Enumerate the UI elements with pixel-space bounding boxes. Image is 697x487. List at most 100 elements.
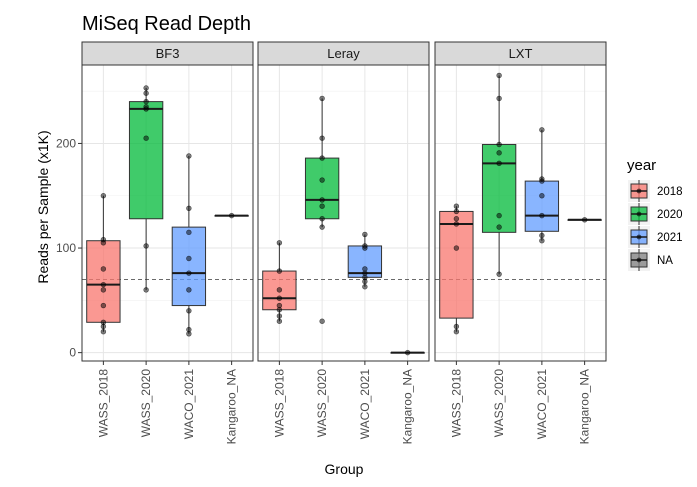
data-point [539,238,545,244]
data-point [404,349,411,356]
x-tick-label: WASS_2018 [272,369,286,438]
data-point [100,302,107,309]
data-point [276,268,283,274]
data-point [496,72,502,79]
data-point [319,155,325,161]
data-point [276,240,283,246]
legend-entry: 2021 [628,226,683,248]
box-body [128,101,164,220]
legend-label: 2020 [657,209,683,221]
x-tick-label: WASS_2020 [492,369,506,438]
data-point [186,229,192,236]
data-point [186,308,192,314]
data-point [453,245,460,251]
data-point [276,302,283,309]
data-point [319,203,325,209]
x-tick-label: WASS_2018 [96,369,110,438]
data-point [496,212,502,219]
data-point [362,266,368,272]
x-tick-label: Kangaroo_NA [225,369,239,444]
data-point [143,243,149,249]
x-tick-label: WACO_2021 [358,369,372,440]
facet-panel-lxt: LXT WASS_2018 WASS_2020 WACO_2021 Kangaroo_N… [434,41,607,444]
data-point [319,177,325,183]
data-point [276,287,283,293]
data-point [319,197,325,203]
panel-background [258,65,429,361]
data-point [100,266,107,272]
facet-strip-label: Leray [327,46,360,61]
x-tick-label: WASS_2020 [139,369,153,438]
chart-title: MiSeq Read Depth [82,13,251,35]
data-point [453,329,460,335]
box-waco_2021 [171,153,207,337]
data-point [100,319,107,326]
data-point [143,104,149,110]
facet-panel-bf3: BF3 WASS_2018 WASS_2020 WACO_2021 Kangaroo_N… [81,41,254,444]
box-body [481,143,517,233]
panel-border [434,64,607,362]
box-body [524,180,560,232]
facet-strip-label: BF3 [156,46,180,61]
data-point [143,90,149,96]
box-waco_2021 [524,127,560,244]
data-point [186,255,192,262]
legend-label: NA [657,255,673,267]
data-point [143,287,149,293]
y-tick-label: 100 [56,241,76,255]
data-point [496,271,502,277]
legend-title: year [627,157,656,174]
facet-panels: BF3 WASS_2018 WASS_2020 WACO_2021 Kangaroo_N… [81,41,607,444]
legend-label: 2021 [657,232,683,244]
data-point [581,217,588,223]
data-point [453,216,460,222]
x-tick-label: WACO_2021 [535,369,549,440]
box-waco_2021 [347,231,383,290]
data-point [362,231,368,238]
data-point [143,135,149,141]
data-point [276,295,283,301]
legend-entry: 2018 [628,180,683,202]
data-point [319,135,325,141]
data-point [100,236,107,243]
data-point [319,216,325,222]
data-point [143,98,149,105]
legend-key-point [636,257,642,263]
data-point [186,326,192,333]
box-wass_2018 [262,240,297,324]
data-point [496,150,502,156]
legend-key-point [636,211,642,217]
box-wass_2018 [86,193,121,335]
x-tick-label: Kangaroo_NA [401,369,415,444]
data-point [539,127,545,133]
data-point [496,95,502,102]
data-point [228,212,235,219]
facet-panel-leray: Leray WASS_2018 WASS_2020 WACO_2021 Kangaroo… [257,41,430,444]
data-point [496,160,502,167]
legend-key-point [636,188,642,194]
data-point [453,203,460,209]
y-tick-label: 200 [56,136,76,150]
data-point [186,205,192,211]
box-body [439,210,474,319]
data-point [319,224,325,230]
box-kangaroo_na [214,212,249,219]
x-tick-label: Kangaroo_NA [578,369,592,444]
data-point [100,281,107,288]
box-kangaroo_na [390,349,425,356]
panel-border [257,64,430,362]
x-tick-label: WASS_2018 [449,369,463,438]
data-point [100,287,107,293]
data-point [276,313,283,319]
data-point [453,208,460,215]
data-point [319,95,325,102]
box-wass_2020 [304,95,340,324]
box-body [304,157,340,220]
legend-label: 2018 [657,186,683,198]
data-point [362,284,368,290]
data-point [276,318,283,324]
data-point [539,176,545,182]
legend-entry: 2020 [628,203,683,225]
data-point [186,153,192,159]
